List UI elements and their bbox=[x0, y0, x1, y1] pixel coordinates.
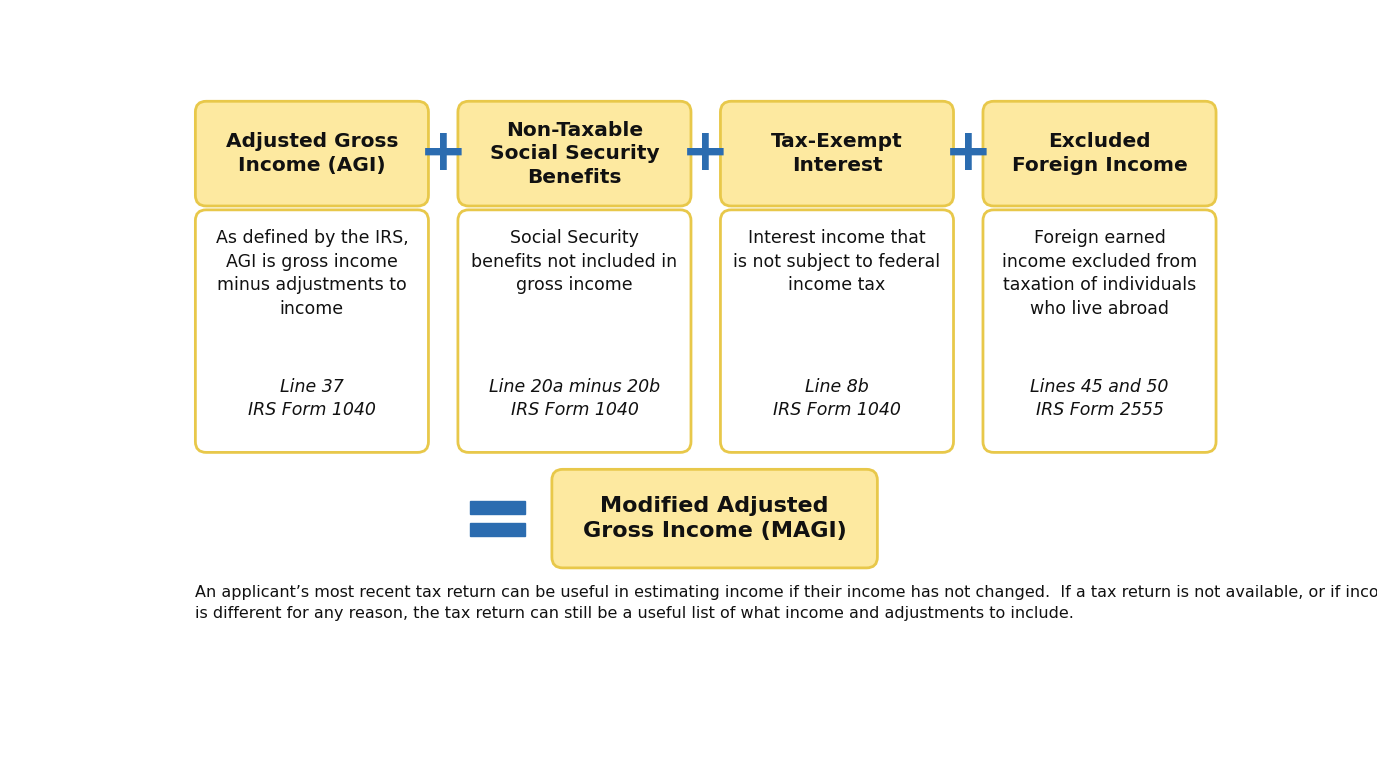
FancyBboxPatch shape bbox=[196, 101, 428, 206]
Text: Line 8b
IRS Form 1040: Line 8b IRS Form 1040 bbox=[772, 377, 901, 420]
FancyBboxPatch shape bbox=[471, 523, 525, 536]
FancyBboxPatch shape bbox=[983, 210, 1216, 453]
FancyBboxPatch shape bbox=[196, 210, 428, 453]
Text: Social Security
benefits not included in
gross income: Social Security benefits not included in… bbox=[471, 229, 677, 295]
Text: Excluded
Foreign Income: Excluded Foreign Income bbox=[1012, 133, 1187, 175]
Text: Modified Adjusted
Gross Income (MAGI): Modified Adjusted Gross Income (MAGI) bbox=[582, 496, 847, 541]
FancyBboxPatch shape bbox=[720, 210, 953, 453]
FancyBboxPatch shape bbox=[720, 101, 953, 206]
Text: Lines 45 and 50
IRS Form 2555: Lines 45 and 50 IRS Form 2555 bbox=[1030, 377, 1169, 420]
FancyBboxPatch shape bbox=[459, 210, 691, 453]
Text: As defined by the IRS,
AGI is gross income
minus adjustments to
income: As defined by the IRS, AGI is gross inco… bbox=[216, 229, 409, 318]
FancyBboxPatch shape bbox=[471, 501, 525, 514]
Text: Adjusted Gross
Income (AGI): Adjusted Gross Income (AGI) bbox=[226, 133, 398, 175]
Text: Non-Taxable
Social Security
Benefits: Non-Taxable Social Security Benefits bbox=[490, 120, 660, 186]
Text: Line 37
IRS Form 1040: Line 37 IRS Form 1040 bbox=[248, 377, 376, 420]
Text: +: + bbox=[943, 125, 993, 182]
Text: Tax-Exempt
Interest: Tax-Exempt Interest bbox=[771, 133, 903, 175]
FancyBboxPatch shape bbox=[459, 101, 691, 206]
FancyBboxPatch shape bbox=[552, 469, 877, 568]
Text: +: + bbox=[419, 125, 468, 182]
Text: Line 20a minus 20b
IRS Form 1040: Line 20a minus 20b IRS Form 1040 bbox=[489, 377, 660, 420]
Text: +: + bbox=[682, 125, 730, 182]
FancyBboxPatch shape bbox=[983, 101, 1216, 206]
Text: An applicant’s most recent tax return can be useful in estimating income if thei: An applicant’s most recent tax return ca… bbox=[196, 585, 1377, 621]
Text: Foreign earned
income excluded from
taxation of individuals
who live abroad: Foreign earned income excluded from taxa… bbox=[1002, 229, 1197, 318]
Text: Interest income that
is not subject to federal
income tax: Interest income that is not subject to f… bbox=[734, 229, 940, 295]
